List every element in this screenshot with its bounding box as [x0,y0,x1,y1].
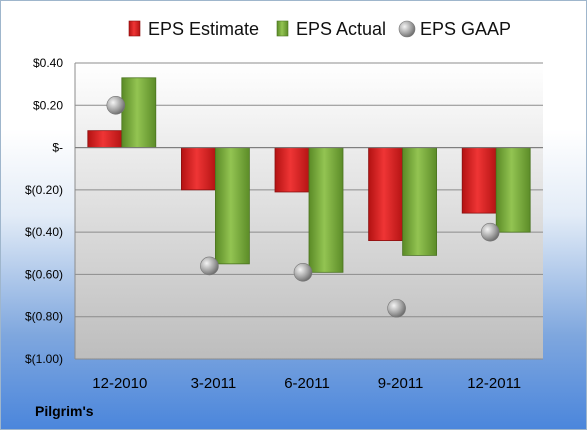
y-tick-label: $(1.00) [25,352,63,366]
x-tick-label: 9-2011 [378,375,424,392]
gaap-markers [106,95,500,318]
legend-swatch [398,20,416,38]
y-tick-label: $0.40 [33,56,63,70]
legend-eps-estimate: EPS Estimate [128,19,259,39]
bar-eps-estimate [368,147,404,241]
bar-eps-estimate [180,147,216,191]
bar-eps-estimate [274,147,310,193]
legend-eps-gaap: EPS GAAP [398,19,511,39]
marker-eps-gaap [106,95,126,115]
bar-eps-actual [402,147,438,256]
y-tick-label: $(0.60) [25,267,63,281]
x-tick-label: 6-2011 [284,375,330,392]
y-axis: $0.40 $0.20 $- $(0.20) $(0.40) $(0.60) $(0.80)… [25,56,76,366]
bar-eps-actual [121,77,157,148]
bars [87,77,531,273]
y-tick-label: $(0.80) [25,310,63,324]
legend-swatch [128,20,141,37]
legend-label: EPS Actual [296,19,386,39]
bar-eps-actual [308,147,344,273]
bar-eps-actual [495,147,531,233]
x-tick-label: 12-2011 [467,375,521,392]
legend-label: EPS GAAP [420,19,511,39]
legend: EPS Estimate EPS Actual EPS GAAP [128,19,511,39]
x-tick-label: 3-2011 [191,375,237,392]
bar-eps-estimate [87,130,123,148]
y-tick-label: $(0.40) [25,225,63,239]
marker-eps-gaap [200,256,219,276]
bar-eps-actual [214,147,250,265]
x-tick-label: 12-2010 [92,375,147,392]
y-tick-label: $(0.20) [25,183,63,197]
y-tick-label: $0.20 [33,98,63,112]
legend-swatch [276,20,289,37]
legend-label: EPS Estimate [148,19,259,39]
legend-eps-actual: EPS Actual [276,19,386,39]
company-name: Pilgrim's [35,403,94,419]
y-tick-label: $- [52,141,63,155]
x-axis: 12-2010 3-2011 6-2011 9-2011 12-2011 [92,375,521,392]
marker-eps-gaap [480,222,500,242]
marker-eps-gaap [293,263,313,282]
marker-eps-gaap [387,298,406,318]
bar-eps-estimate [461,147,497,214]
